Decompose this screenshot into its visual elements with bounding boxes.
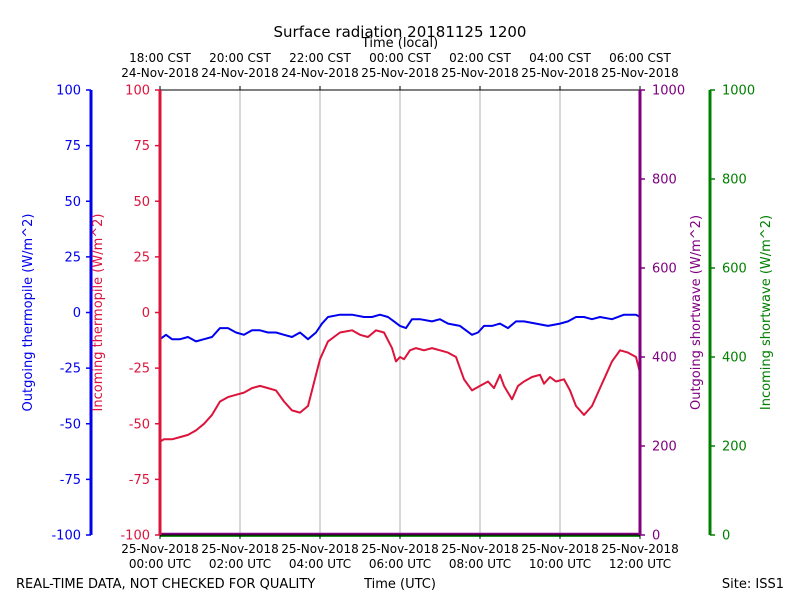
out_sw-tick-label: 200 — [652, 440, 677, 455]
bottom-tick-label-date: 25-Nov-2018 — [121, 542, 199, 556]
in_sw-tick-label: 400 — [722, 351, 747, 366]
top-tick-label-time: 04:00 CST — [529, 51, 591, 65]
in_thermo-tick-label: 100 — [125, 84, 150, 99]
bottom-tick-label-date: 25-Nov-2018 — [521, 542, 599, 556]
out_thermo-tick-label: -75 — [60, 473, 81, 488]
in_thermo-tick-label: -50 — [129, 417, 150, 432]
out_sw-tick-label: 600 — [652, 262, 677, 277]
bottom-axis-label: Time (UTC) — [363, 577, 436, 592]
in_thermo-tick-label: -25 — [129, 362, 150, 377]
top-tick-label-time: 18:00 CST — [129, 51, 191, 65]
bottom-tick-label-date: 25-Nov-2018 — [281, 542, 359, 556]
out_thermo-tick-label: 50 — [64, 195, 81, 210]
out_sw-tick-label: 0 — [652, 529, 660, 544]
bottom-tick-label-time: 02:00 UTC — [209, 557, 271, 571]
top-tick-label-date: 25-Nov-2018 — [441, 66, 519, 80]
bottom-tick-label-date: 25-Nov-2018 — [201, 542, 279, 556]
top-tick-label-date: 25-Nov-2018 — [601, 66, 679, 80]
in_sw-axis-label: Incoming shortwave (W/m^2) — [759, 215, 774, 410]
out_thermo-tick-label: 25 — [64, 250, 81, 265]
bottom-tick-label-date: 25-Nov-2018 — [601, 542, 679, 556]
footer-site-label: Site: ISS1 — [722, 577, 784, 592]
bottom-tick-label-date: 25-Nov-2018 — [441, 542, 519, 556]
out_thermo-tick-label: -50 — [60, 417, 81, 432]
top-tick-label-date: 25-Nov-2018 — [521, 66, 599, 80]
top-tick-label-date: 24-Nov-2018 — [121, 66, 199, 80]
in_thermo-axis-label: Incoming thermopile (W/m^2) — [91, 214, 106, 412]
out_thermo-tick-label: -25 — [60, 362, 81, 377]
top-tick-label-date: 24-Nov-2018 — [281, 66, 359, 80]
footer-quality-note: REAL-TIME DATA, NOT CHECKED FOR QUALITY — [16, 577, 315, 592]
bottom-tick-label-time: 10:00 UTC — [529, 557, 591, 571]
top-tick-label-time: 00:00 CST — [369, 51, 431, 65]
outgoing-thermopile-series-line — [159, 313, 641, 343]
out_sw-axis-label: Outgoing shortwave (W/m^2) — [689, 215, 704, 410]
grid-lines — [239, 90, 561, 535]
bottom-tick-label-time: 06:00 UTC — [369, 557, 431, 571]
in_thermo-tick-label: 25 — [133, 250, 150, 265]
out_thermo-tick-label: 75 — [64, 139, 81, 154]
bottom-tick-label-time: 08:00 UTC — [449, 557, 511, 571]
in_thermo-tick-label: -75 — [129, 473, 150, 488]
out_thermo-axis-label: Outgoing thermopile (W/m^2) — [21, 214, 36, 412]
bottom-tick-label-time: 12:00 UTC — [609, 557, 671, 571]
out_sw-tick-label: 800 — [652, 173, 677, 188]
in_thermo-tick-label: 50 — [133, 195, 150, 210]
top-tick-label-time: 22:00 CST — [289, 51, 351, 65]
in_sw-tick-label: 200 — [722, 440, 747, 455]
in_sw-tick-label: 800 — [722, 173, 747, 188]
top-tick-label-time: 06:00 CST — [609, 51, 671, 65]
in_thermo-tick-label: 75 — [133, 139, 150, 154]
out_thermo-tick-label: 100 — [56, 84, 81, 99]
top-tick-label-date: 24-Nov-2018 — [201, 66, 279, 80]
bottom-tick-label-time: 04:00 UTC — [289, 557, 351, 571]
in_sw-tick-label: 0 — [722, 529, 730, 544]
in_sw-tick-label: 600 — [722, 262, 747, 277]
out_thermo-tick-label: 0 — [73, 306, 81, 321]
in_sw-tick-label: 1000 — [722, 84, 755, 99]
bottom-tick-label-date: 25-Nov-2018 — [361, 542, 439, 556]
out_sw-tick-label: 1000 — [652, 84, 685, 99]
chart-title: Surface radiation 20181125 1200 — [274, 23, 527, 41]
out_thermo-tick-label: -100 — [51, 529, 81, 544]
in_thermo-tick-label: -100 — [120, 529, 150, 544]
top-tick-label-date: 25-Nov-2018 — [361, 66, 439, 80]
out_sw-tick-label: 400 — [652, 351, 677, 366]
top-tick-label-time: 02:00 CST — [449, 51, 511, 65]
bottom-tick-label-time: 00:00 UTC — [129, 557, 191, 571]
top-axis-label: Time (local) — [361, 36, 438, 51]
in_thermo-tick-label: 0 — [142, 306, 150, 321]
top-tick-label-time: 20:00 CST — [209, 51, 271, 65]
incoming-thermopile-series-line — [159, 329, 641, 443]
